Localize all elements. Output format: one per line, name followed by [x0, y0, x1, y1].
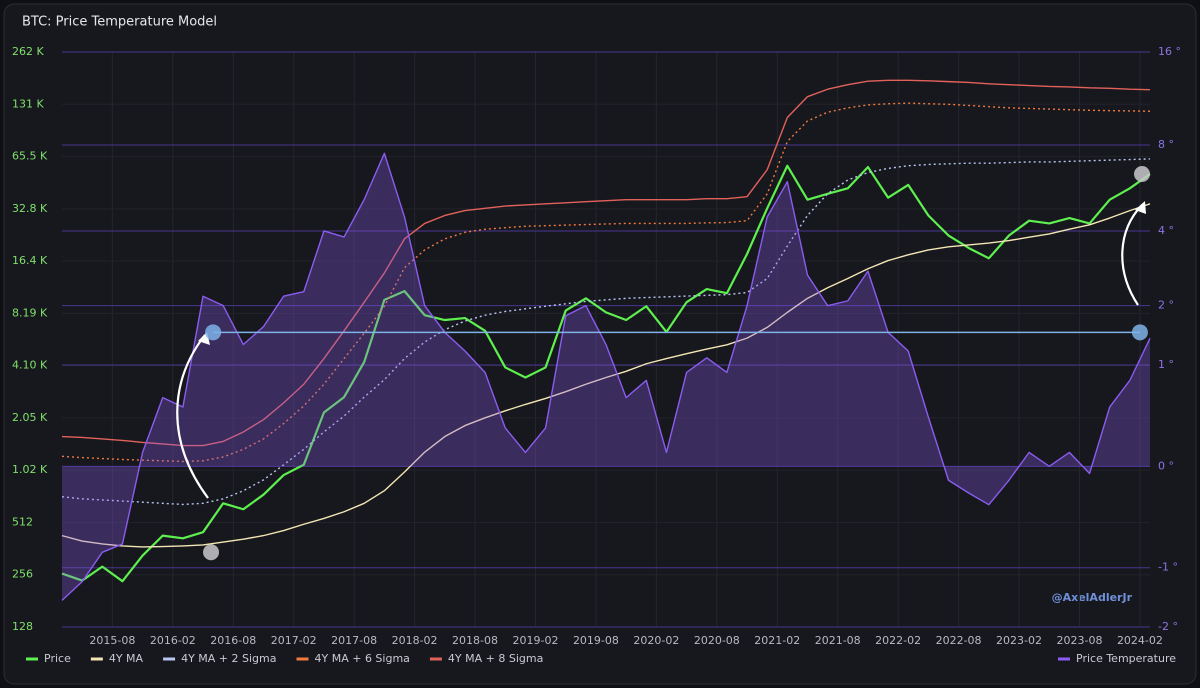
x-tick-label: 2016-08 [210, 634, 256, 647]
arrow [176, 334, 209, 499]
x-tick-label: 2017-08 [331, 634, 377, 647]
x-tick-label: 2022-08 [936, 634, 982, 647]
annotations [176, 165, 1150, 561]
y2-tick-label: 8 ° [1158, 138, 1174, 151]
chart-title: BTC: Price Temperature Model [22, 15, 217, 30]
legend-label: Price Temperature [1076, 652, 1176, 665]
x-tick-label: 2019-02 [512, 634, 558, 647]
y2-tick-label: 0 ° [1158, 459, 1174, 472]
x-tick-label: 2021-08 [815, 634, 861, 647]
grid [62, 51, 1150, 628]
y-tick-label: 128 [12, 620, 33, 633]
line [61, 203, 1151, 548]
line [61, 152, 1151, 601]
x-tick-label: 2018-08 [452, 634, 498, 647]
y-tick-label: 512 [12, 515, 33, 528]
y-tick-label: 2.05 K [12, 411, 48, 424]
x-tick-label: 2023-02 [996, 634, 1042, 647]
y2-tick-label: 4 ° [1158, 224, 1174, 237]
y-tick-label: 1.02 K [12, 463, 48, 476]
x-tick-label: 2021-02 [754, 634, 800, 647]
y-tick-label: 262 K [12, 45, 44, 58]
x-tick-label: 2024-02 [1117, 634, 1163, 647]
y2-tick-label: 1 ° [1158, 358, 1174, 371]
x-tick-label: 2015-08 [89, 634, 135, 647]
x-tick-label: 2020-02 [633, 634, 679, 647]
plot-area [61, 79, 1151, 601]
legend-label: 4Y MA + 2 Sigma [181, 652, 276, 665]
area [62, 153, 1150, 601]
x-tick-label: 2017-02 [271, 634, 317, 647]
line [61, 79, 1151, 447]
arrowhead [1135, 201, 1146, 214]
highlight-dot [1131, 324, 1148, 341]
arrow [1121, 204, 1143, 306]
y-tick-label: 32.8 K [12, 202, 48, 215]
x-tick-label: 2018-02 [392, 634, 438, 647]
highlight-dot [203, 544, 220, 561]
x-tick-label: 2019-08 [573, 634, 619, 647]
highlight-dot [205, 324, 222, 341]
legend-label: 4Y MA + 8 Sigma [448, 652, 543, 665]
x-tick-label: 2023-08 [1056, 634, 1102, 647]
y-tick-label: 65.5 K [12, 150, 48, 163]
y2-tick-label: -2 ° [1158, 620, 1178, 633]
legend-label: 4Y MA + 6 Sigma [315, 652, 410, 665]
legend-label: Price [44, 652, 71, 665]
y2-tick-label: -1 ° [1158, 561, 1178, 574]
y-tick-label: 16.4 K [12, 254, 48, 267]
watermark: @AxelAdlerJr [1052, 591, 1133, 604]
y-tick-label: 256 [12, 568, 33, 581]
y-tick-label: 131 K [12, 97, 44, 110]
y-tick-label: 4.10 K [12, 359, 48, 372]
line [61, 102, 1151, 463]
y2-tick-label: 16 ° [1158, 45, 1181, 58]
x-tick-label: 2022-02 [875, 634, 921, 647]
legend-label: 4Y MA [109, 652, 144, 665]
y-tick-label: 8.19 K [12, 306, 48, 319]
x-tick-label: 2016-02 [150, 634, 196, 647]
y2-tick-label: 2 ° [1158, 299, 1174, 312]
highlight-dot [1134, 165, 1150, 182]
line [61, 164, 1151, 583]
x-tick-label: 2020-08 [694, 634, 740, 647]
